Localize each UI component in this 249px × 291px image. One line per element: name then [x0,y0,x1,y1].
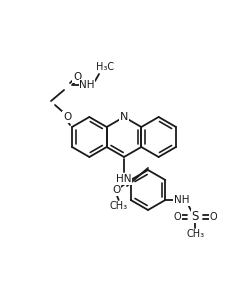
Text: O: O [113,185,121,195]
Text: O: O [174,212,181,222]
Text: NH: NH [79,80,95,90]
Text: O: O [73,72,81,82]
Text: H₃C: H₃C [96,62,114,72]
Text: NH: NH [174,195,189,205]
Text: CH₃: CH₃ [186,229,204,239]
Text: N: N [120,112,128,122]
Text: O: O [63,112,71,122]
Text: HN: HN [116,174,132,184]
Text: CH₃: CH₃ [110,201,128,211]
Text: O: O [209,212,217,222]
Text: S: S [192,210,199,223]
